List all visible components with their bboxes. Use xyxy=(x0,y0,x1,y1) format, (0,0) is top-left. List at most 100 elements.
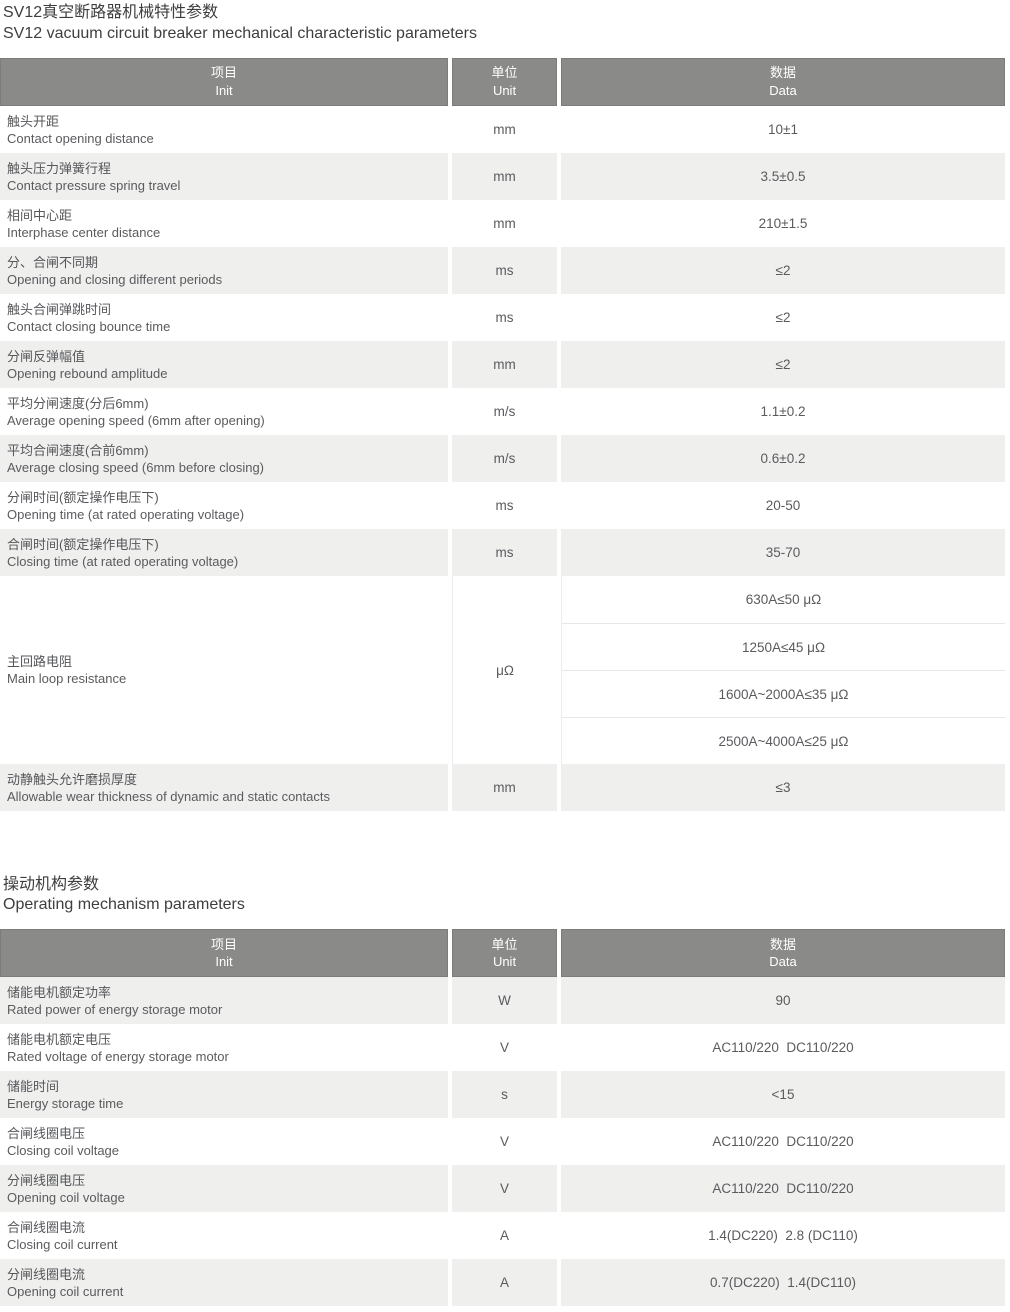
sub-data-cell: 1600A~2000A≤35 μΩ xyxy=(562,670,1005,717)
row-item-cell: 分闸反弹幅值 Opening rebound amplitude xyxy=(0,341,448,389)
table2-header-row: 项目 Init 单位 Unit 数据 Data xyxy=(0,929,1005,978)
row-unit-cell: mm xyxy=(452,106,557,154)
section-title-operating-mechanism: 操动机构参数 Operating mechanism parameters xyxy=(0,875,1010,914)
table-row: 触头合闸弹跳时间 Contact closing bounce time ms … xyxy=(0,294,1005,342)
mechanical-params-table: 项目 Init 单位 Unit 数据 Data 触头开距 Contact ope… xyxy=(0,58,1005,812)
row-data-cell: 1.4(DC220) 2.8 (DC110) xyxy=(561,1212,1005,1260)
table2-header-data: 数据 Data xyxy=(561,929,1005,978)
row-data-cell: 3.5±0.5 xyxy=(561,153,1005,201)
row-data-cell: ≤2 xyxy=(561,247,1005,295)
table-row-main-loop-resistance: 主回路电阻 Main loop resistance μΩ 630A≤50 μΩ… xyxy=(0,576,1005,765)
row-unit-cell: mm xyxy=(452,153,557,201)
row-data-cell: AC110/220 DC110/220 xyxy=(561,1118,1005,1166)
row-unit-cell: V xyxy=(452,1165,557,1213)
table2-header-unit: 单位 Unit xyxy=(452,929,557,978)
table-row: 储能电机额定电压 Rated voltage of energy storage… xyxy=(0,1024,1005,1072)
table-row: 平均合闸速度(合前6mm) Average closing speed (6mm… xyxy=(0,435,1005,483)
row-unit-cell: ms xyxy=(452,247,557,295)
row-item-cell: 平均分闸速度(分后6mm) Average opening speed (6mm… xyxy=(0,388,448,436)
row-unit-cell: W xyxy=(452,977,557,1025)
row-item-cell: 动静触头允许磨损厚度 Allowable wear thickness of d… xyxy=(0,764,448,812)
row-unit-cell: mm xyxy=(452,764,557,812)
row-data-cell: 0.7(DC220) 1.4(DC110) xyxy=(561,1259,1005,1307)
row-item-cell: 相间中心距 Interphase center distance xyxy=(0,200,448,248)
row-data-cell: 0.6±0.2 xyxy=(561,435,1005,483)
table-row: 分闸线圈电流 Opening coil current A 0.7(DC220)… xyxy=(0,1259,1005,1307)
section-title-en: Operating mechanism parameters xyxy=(3,895,245,913)
table-row: 储能电机额定功率 Rated power of energy storage m… xyxy=(0,977,1005,1025)
row-item-cell: 触头压力弹簧行程 Contact pressure spring travel xyxy=(0,153,448,201)
table-row: 平均分闸速度(分后6mm) Average opening speed (6mm… xyxy=(0,388,1005,436)
header-unit-en: Unit xyxy=(492,954,517,970)
row-unit-cell: s xyxy=(452,1071,557,1119)
row-data-cell: ≤2 xyxy=(561,294,1005,342)
table-row: 分闸时间(额定操作电压下) Opening time (at rated ope… xyxy=(0,482,1005,530)
table-row: 储能时间 Energy storage time s <15 xyxy=(0,1071,1005,1119)
row-item-cell: 平均合闸速度(合前6mm) Average closing speed (6mm… xyxy=(0,435,448,483)
header-item-en: Init xyxy=(215,954,233,970)
header-item-zh: 项目 xyxy=(210,936,237,952)
row-data-cell: AC110/220 DC110/220 xyxy=(561,1024,1005,1072)
table1-header-unit: 单位 Unit xyxy=(452,58,557,107)
doc-title-en: SV12 vacuum circuit breaker mechanical c… xyxy=(3,24,477,42)
table-row: 合闸时间(额定操作电压下) Closing time (at rated ope… xyxy=(0,529,1005,577)
row-unit-cell: V xyxy=(452,1024,557,1072)
table-row: 分闸反弹幅值 Opening rebound amplitude mm ≤2 xyxy=(0,341,1005,389)
table-row: 分闸线圈电压 Opening coil voltage V AC110/220 … xyxy=(0,1165,1005,1213)
header-data-en: Data xyxy=(769,83,797,99)
header-unit-zh: 单位 xyxy=(491,936,518,952)
row-unit-cell: ms xyxy=(452,529,557,577)
row-unit-cell: A xyxy=(452,1212,557,1260)
row-data-cell: 1.1±0.2 xyxy=(561,388,1005,436)
table-row: 合闸线圈电流 Closing coil current A 1.4(DC220)… xyxy=(0,1212,1005,1260)
row-data-cell: 90 xyxy=(561,977,1005,1025)
table-row: 合闸线圈电压 Closing coil voltage V AC110/220 … xyxy=(0,1118,1005,1166)
sub-data-cell: 2500A~4000A≤25 μΩ xyxy=(562,717,1005,764)
row-unit-cell: m/s xyxy=(452,388,557,436)
table-row: 相间中心距 Interphase center distance mm 210±… xyxy=(0,200,1005,248)
header-data-zh: 数据 xyxy=(769,65,796,81)
row-item-cell: 主回路电阻 Main loop resistance xyxy=(0,576,448,765)
row-item-cell: 分闸线圈电流 Opening coil current xyxy=(0,1259,448,1307)
table-row: 触头压力弹簧行程 Contact pressure spring travel … xyxy=(0,153,1005,201)
row-unit-cell: A xyxy=(452,1259,557,1307)
header-item-en: Init xyxy=(215,83,233,99)
row-data-cell: 10±1 xyxy=(561,106,1005,154)
header-data-zh: 数据 xyxy=(769,936,796,952)
row-item-cell: 分闸时间(额定操作电压下) Opening time (at rated ope… xyxy=(0,482,448,530)
header-unit-zh: 单位 xyxy=(491,65,518,81)
row-item-cell: 储能时间 Energy storage time xyxy=(0,1071,448,1119)
sub-data-cell: 630A≤50 μΩ xyxy=(745,592,822,608)
row-data-cell: ≤2 xyxy=(561,341,1005,389)
row-data-cell: ≤3 xyxy=(561,764,1005,812)
row-item-cell: 合闸时间(额定操作电压下) Closing time (at rated ope… xyxy=(0,529,448,577)
row-unit-cell: mm xyxy=(452,200,557,248)
operating-mechanism-table: 项目 Init 单位 Unit 数据 Data 储能电机额定功率 Rated p… xyxy=(0,929,1005,1307)
row-data-cell: <15 xyxy=(561,1071,1005,1119)
table1-header-item: 项目 Init xyxy=(0,58,448,107)
row-unit-cell: μΩ xyxy=(452,576,557,765)
row-item-cell: 分闸线圈电压 Opening coil voltage xyxy=(0,1165,448,1213)
row-data-cell: 20-50 xyxy=(561,482,1005,530)
row-item-cell: 触头开距 Contact opening distance xyxy=(0,106,448,154)
header-item-zh: 项目 xyxy=(210,65,237,81)
row-unit-cell: V xyxy=(452,1118,557,1166)
row-unit-cell: ms xyxy=(452,482,557,530)
row-item-cell: 储能电机额定电压 Rated voltage of energy storage… xyxy=(0,1024,448,1072)
row-item-cell: 合闸线圈电流 Closing coil current xyxy=(0,1212,448,1260)
row-data-cell-group: 630A≤50 μΩ 1250A≤45 μΩ 1600A~2000A≤35 μΩ… xyxy=(561,576,1005,765)
table2-header-item: 项目 Init xyxy=(0,929,448,978)
row-item-cell: 分、合闸不同期 Opening and closing different pe… xyxy=(0,247,448,295)
doc-title: SV12真空断路器机械特性参数 SV12 vacuum circuit brea… xyxy=(0,0,1010,43)
table-row: 分、合闸不同期 Opening and closing different pe… xyxy=(0,247,1005,295)
row-item-cell: 触头合闸弹跳时间 Contact closing bounce time xyxy=(0,294,448,342)
row-data-cell: 35-70 xyxy=(561,529,1005,577)
section-title-zh: 操动机构参数 xyxy=(3,876,100,894)
table-row: 动静触头允许磨损厚度 Allowable wear thickness of d… xyxy=(0,764,1005,812)
row-unit-cell: m/s xyxy=(452,435,557,483)
row-item-cell: 合闸线圈电压 Closing coil voltage xyxy=(0,1118,448,1166)
table1-header-row: 项目 Init 单位 Unit 数据 Data xyxy=(0,58,1005,107)
doc-title-zh: SV12真空断路器机械特性参数 xyxy=(3,4,219,21)
row-unit-cell: ms xyxy=(452,294,557,342)
